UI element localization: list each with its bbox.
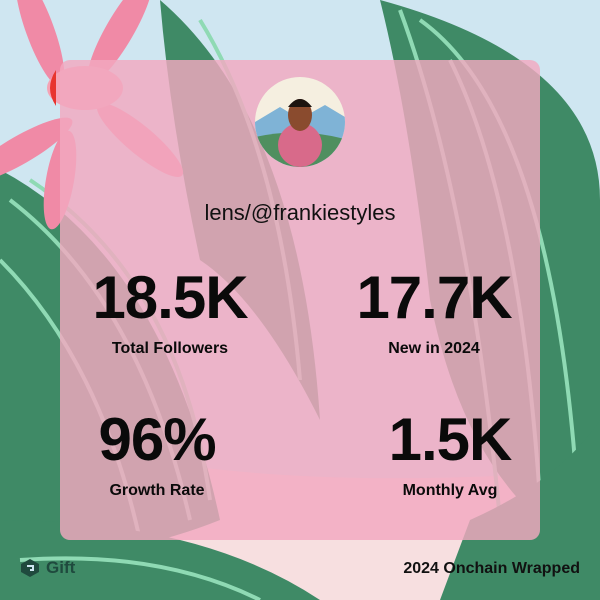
stat: 96% Growth Rate (37, 410, 277, 500)
avatar[interactable] (255, 77, 345, 167)
brand-logo (21, 559, 39, 577)
caption: 2024 Onchain Wrapped (403, 560, 580, 577)
stat-label: New in 2024 (388, 340, 480, 357)
stat-value: 96% (98, 406, 216, 473)
stat: 17.7K New in 2024 (314, 268, 554, 358)
handle: lens/@frankiestyles (204, 200, 396, 225)
brand-name: Gift (46, 558, 76, 577)
brand[interactable]: Gift (20, 558, 75, 578)
footer: Gift 2024 Onchain Wrapped (0, 555, 600, 585)
stat: 18.5K Total Followers (50, 268, 290, 358)
stat: 1.5K Monthly Avg (330, 410, 570, 500)
stat-value: 1.5K (388, 406, 513, 473)
stat-label: Total Followers (111, 340, 229, 357)
stat-label: Growth Rate (109, 482, 205, 499)
stat-value: 18.5K (92, 264, 248, 331)
stat-value: 17.7K (356, 264, 512, 331)
stat-label: Monthly Avg (402, 482, 498, 499)
